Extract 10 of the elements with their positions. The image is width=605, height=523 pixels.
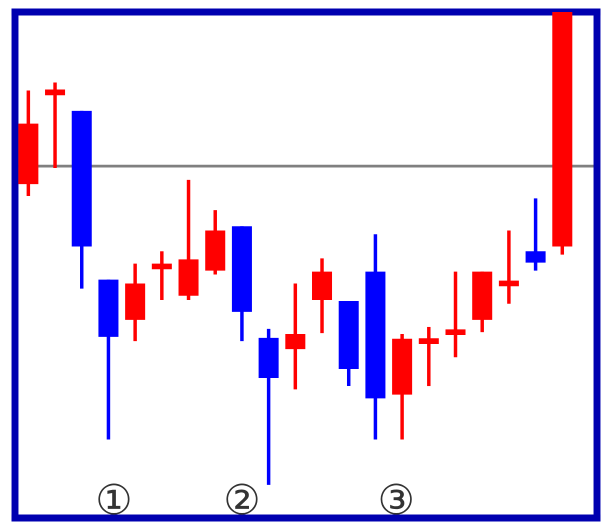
candlestick [445, 272, 466, 358]
candlestick [418, 326, 439, 386]
candlestick [285, 283, 306, 390]
annotation: ③ [380, 484, 412, 515]
candlestick [498, 230, 519, 304]
candlestick [152, 251, 172, 300]
annotation: ② [226, 484, 258, 515]
candlestick [526, 198, 546, 271]
annotation: ① [98, 484, 130, 515]
candlestick [45, 82, 66, 168]
